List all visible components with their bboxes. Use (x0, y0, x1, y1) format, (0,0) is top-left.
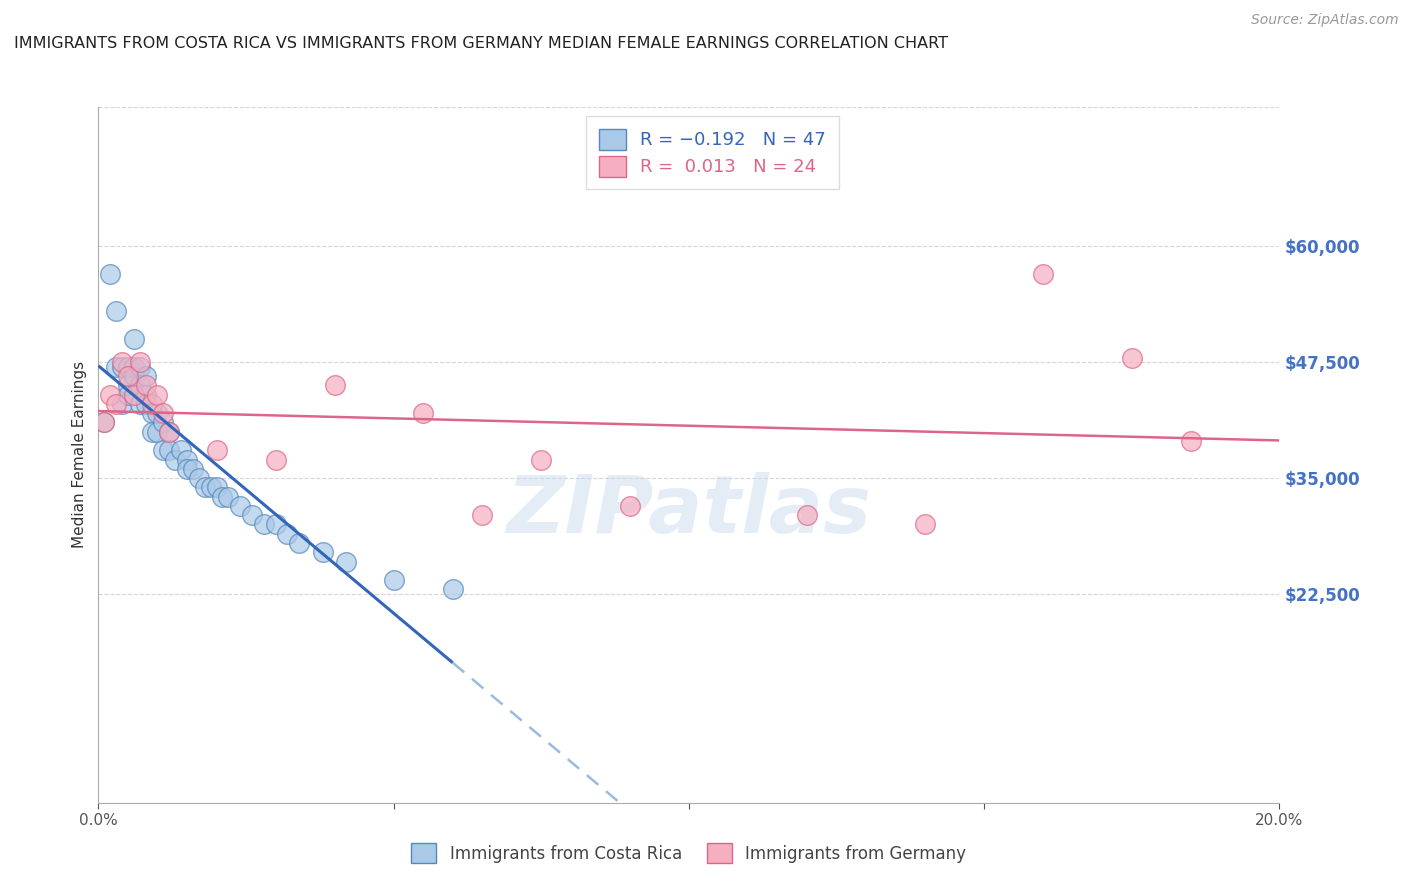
Text: Source: ZipAtlas.com: Source: ZipAtlas.com (1251, 13, 1399, 28)
Point (135, 369, 157, 384)
Point (128, 397, 150, 411)
Point (152, 416, 174, 430)
Point (105, 304, 128, 318)
Point (530, 452, 553, 467)
Point (111, 355, 134, 369)
Point (412, 406, 434, 420)
Point (117, 359, 139, 374)
Point (141, 406, 163, 420)
Point (93, 416, 115, 430)
Text: IMMIGRANTS FROM COSTA RICA VS IMMIGRANTS FROM GERMANY MEDIAN FEMALE EARNINGS COR: IMMIGRANTS FROM COSTA RICA VS IMMIGRANTS… (14, 36, 948, 51)
Point (122, 387, 145, 401)
Point (229, 499, 252, 513)
Point (157, 443, 180, 458)
Point (128, 359, 150, 374)
Point (205, 480, 228, 494)
Point (93, 416, 115, 430)
Point (441, 582, 464, 597)
Point (152, 443, 174, 458)
Point (170, 443, 193, 458)
Point (135, 387, 157, 401)
Point (194, 480, 217, 494)
Point (217, 490, 239, 504)
Y-axis label: Median Female Earnings: Median Female Earnings (72, 361, 87, 549)
Point (105, 397, 128, 411)
Point (211, 490, 233, 504)
Point (152, 406, 174, 420)
Point (1121, 351, 1143, 365)
Point (157, 425, 180, 439)
Point (914, 517, 936, 532)
Point (111, 359, 134, 374)
Point (117, 378, 139, 392)
Point (157, 425, 180, 439)
Point (141, 397, 163, 411)
Point (253, 517, 276, 532)
Point (323, 378, 346, 392)
Point (176, 462, 198, 476)
Point (117, 369, 139, 384)
Point (111, 397, 134, 411)
Point (141, 425, 163, 439)
Point (176, 452, 198, 467)
Point (146, 387, 169, 401)
Point (128, 355, 150, 369)
Point (105, 359, 128, 374)
Point (135, 378, 157, 392)
Point (200, 480, 222, 494)
Text: ZIPatlas: ZIPatlas (506, 472, 872, 549)
Point (181, 462, 204, 476)
Point (619, 499, 641, 513)
Point (312, 545, 335, 559)
Point (1032, 267, 1054, 281)
Point (288, 536, 311, 550)
Point (276, 526, 298, 541)
Point (240, 508, 263, 523)
Point (796, 508, 818, 523)
Point (122, 369, 145, 384)
Point (122, 332, 145, 346)
Point (146, 425, 169, 439)
Point (264, 452, 287, 467)
Point (205, 443, 228, 458)
Point (122, 359, 145, 374)
Point (471, 508, 494, 523)
Point (146, 406, 169, 420)
Point (382, 573, 405, 587)
Point (187, 471, 209, 485)
Point (117, 387, 139, 401)
Point (135, 397, 157, 411)
Legend: Immigrants from Costa Rica, Immigrants from Germany: Immigrants from Costa Rica, Immigrants f… (404, 835, 974, 871)
Point (165, 452, 187, 467)
Point (264, 517, 287, 532)
Point (128, 378, 150, 392)
Point (98, 267, 121, 281)
Point (1180, 434, 1202, 448)
Point (98, 387, 121, 401)
Point (335, 555, 357, 569)
